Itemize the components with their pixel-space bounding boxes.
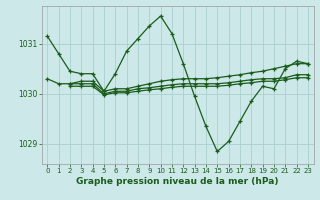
X-axis label: Graphe pression niveau de la mer (hPa): Graphe pression niveau de la mer (hPa) xyxy=(76,177,279,186)
